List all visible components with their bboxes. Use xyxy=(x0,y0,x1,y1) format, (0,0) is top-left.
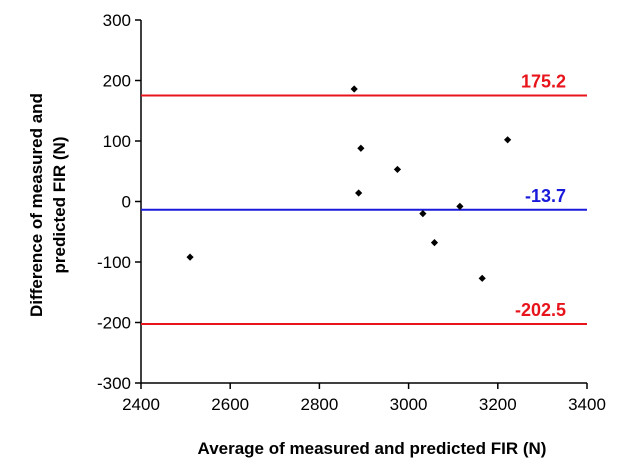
y-tick-label: 100 xyxy=(103,132,131,151)
data-point xyxy=(357,144,365,152)
reference-line-label: -202.5 xyxy=(515,300,566,320)
data-point xyxy=(504,136,512,144)
data-point xyxy=(456,202,464,210)
reference-line-label: -13.7 xyxy=(525,186,566,206)
y-tick-label: 0 xyxy=(122,193,131,212)
data-point xyxy=(355,189,363,197)
data-point xyxy=(186,253,194,261)
y-tick-label: 300 xyxy=(103,11,131,30)
data-point xyxy=(478,274,486,282)
x-tick-label: 2600 xyxy=(211,395,249,414)
x-tick-label: 2400 xyxy=(122,395,160,414)
y-axis-title-line-1: Difference of measured and xyxy=(27,93,46,317)
y-tick-label: 200 xyxy=(103,72,131,91)
y-tick-label: -300 xyxy=(97,374,131,393)
y-tick-label: -200 xyxy=(97,314,131,333)
data-point xyxy=(419,210,427,218)
x-tick-label: 2800 xyxy=(300,395,338,414)
x-tick-label: 3200 xyxy=(479,395,517,414)
x-tick-label: 3000 xyxy=(390,395,428,414)
data-point xyxy=(350,85,358,93)
y-axis-title: Difference of measured and predicted FIR … xyxy=(27,93,69,317)
x-axis-title: Average of measured and predicted FIR (N… xyxy=(198,439,547,458)
x-tick-label: 3400 xyxy=(568,395,606,414)
data-point xyxy=(393,165,402,174)
y-tick-label: -100 xyxy=(97,253,131,272)
y-axis-title-line-2: predicted FIR (N) xyxy=(50,137,69,274)
reference-line-label: 175.2 xyxy=(521,72,566,92)
data-point xyxy=(430,239,439,247)
